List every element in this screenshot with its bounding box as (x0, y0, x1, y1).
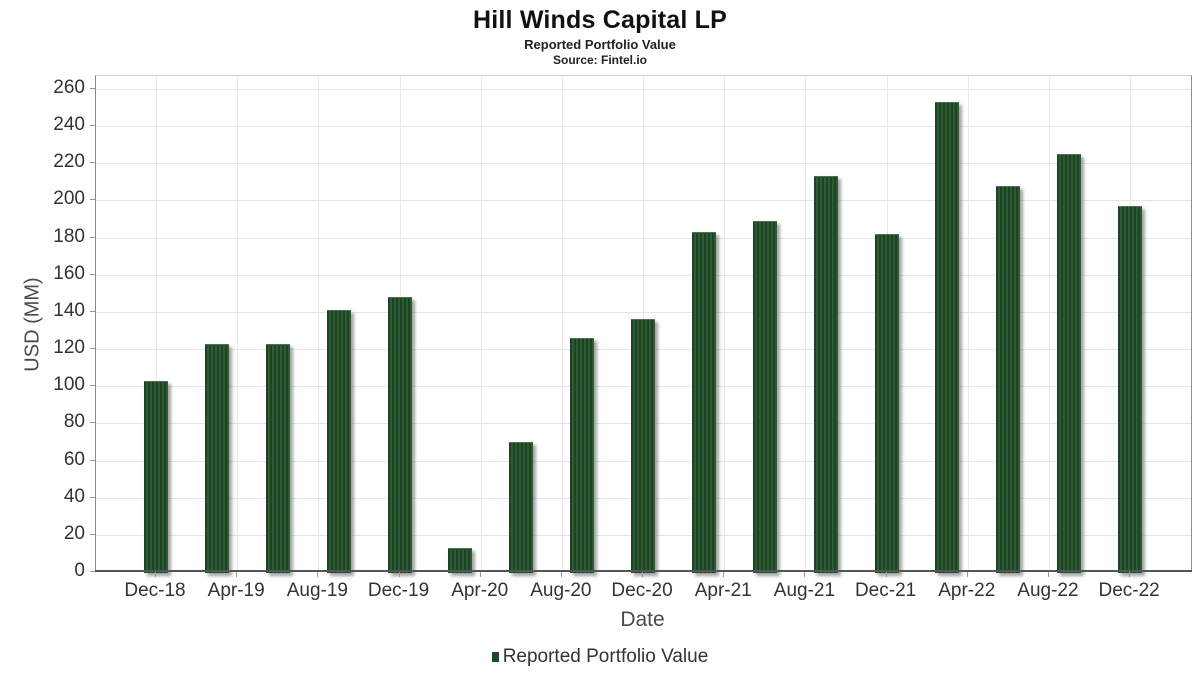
x-tick-label: Aug-20 (530, 580, 592, 601)
y-tick (90, 162, 95, 164)
y-tick-label: 0 (74, 560, 85, 581)
x-tick (560, 572, 562, 577)
x-tick (1047, 572, 1049, 577)
x-gridline (480, 76, 482, 572)
y-tick-label: 200 (53, 188, 85, 210)
x-tick (885, 572, 887, 577)
x-tick (155, 572, 156, 577)
x-tick-label: Dec-21 (854, 580, 917, 601)
bar-sep-20[interactable] (570, 337, 595, 573)
x-tick-label: Dec-20 (611, 580, 673, 601)
x-gridline (318, 76, 320, 572)
x-tick (398, 572, 400, 577)
y-tick-label: 260 (53, 77, 85, 98)
x-tick-label: Apr-21 (694, 580, 752, 601)
y-tick (90, 571, 95, 572)
x-tick-label: Apr-20 (451, 580, 509, 601)
legend: Reported Portfolio Value (0, 646, 1200, 668)
x-gridline (237, 76, 239, 572)
legend-item-reported-portfolio-value[interactable]: Reported Portfolio Value (502, 646, 709, 667)
x-tick-label: Apr-22 (938, 580, 996, 601)
x-axis-line (95, 570, 1192, 572)
bar-jun-21[interactable] (752, 220, 777, 573)
y-tick (90, 310, 95, 312)
x-tick (1129, 572, 1131, 577)
y-tick (90, 273, 95, 275)
x-tick-label: Aug-19 (286, 580, 348, 601)
x-tick-label: Dec-19 (367, 580, 430, 601)
x-tick-label: Dec-22 (1098, 580, 1160, 601)
y-tick-label: 180 (53, 225, 85, 247)
bar-dec-20[interactable] (631, 319, 656, 573)
y-tick (90, 199, 95, 201)
bar-jun-20[interactable] (509, 441, 534, 573)
y-tick (90, 125, 95, 127)
bar-jun-19[interactable] (265, 343, 290, 573)
x-gridline (805, 76, 807, 572)
bar-mar-22[interactable] (935, 102, 960, 573)
x-tick (642, 572, 644, 577)
x-gridline (1048, 76, 1050, 572)
legend-series-marker-icon (491, 652, 499, 662)
x-tick-label: Aug-22 (1017, 580, 1079, 601)
x-tick (804, 572, 806, 577)
y-tick (90, 533, 95, 535)
y-tick (90, 236, 95, 238)
x-gridline (561, 76, 563, 572)
x-tick-label: Apr-19 (207, 580, 265, 601)
chart-title: Hill Winds Capital LP (473, 6, 727, 34)
bar-sep-21[interactable] (813, 176, 838, 573)
y-tick-label: 220 (53, 151, 85, 173)
chart-source: Source: Fintel.io (552, 53, 647, 67)
y-tick (90, 459, 95, 461)
bar-jun-22[interactable] (996, 185, 1021, 573)
y-tick-label: 240 (53, 114, 85, 136)
y-tick-label: 160 (53, 262, 85, 284)
x-axis-title: Date (620, 608, 665, 631)
bar-dec-18[interactable] (144, 380, 168, 573)
y-tick (90, 422, 95, 424)
plot-area (95, 75, 1192, 573)
x-tick (966, 572, 968, 577)
y-tick (90, 348, 95, 350)
bar-sep-22[interactable] (1057, 154, 1082, 573)
bar-dec-21[interactable] (874, 233, 899, 573)
bar-dec-19[interactable] (387, 297, 412, 573)
bar-mar-20[interactable] (448, 547, 473, 573)
x-tick (723, 572, 725, 577)
chart-subtitle: Reported Portfolio Value (524, 37, 676, 52)
y-tick (90, 496, 95, 498)
x-tick-label: Aug-21 (773, 580, 836, 601)
y-tick-label: 60 (63, 448, 85, 470)
x-gridline (156, 76, 157, 572)
x-gridline (724, 76, 726, 572)
y-tick-label: 100 (53, 374, 85, 396)
y-tick-label: 80 (63, 411, 85, 433)
x-gridline (967, 76, 969, 572)
x-tick (236, 572, 238, 577)
y-tick (90, 385, 95, 387)
y-tick-label: 120 (53, 337, 85, 359)
bar-mar-21[interactable] (691, 232, 716, 573)
y-tick-label: 140 (53, 299, 85, 321)
y-tick-label: 40 (63, 485, 85, 507)
x-tick-label: Dec-18 (124, 580, 186, 601)
x-tick (317, 572, 319, 577)
bar-sep-19[interactable] (326, 310, 351, 573)
bar-mar-19[interactable] (204, 343, 229, 573)
y-tick (90, 88, 95, 89)
bar-dec-22[interactable] (1118, 206, 1143, 573)
x-tick (479, 572, 481, 577)
y-tick-label: 20 (63, 522, 85, 544)
